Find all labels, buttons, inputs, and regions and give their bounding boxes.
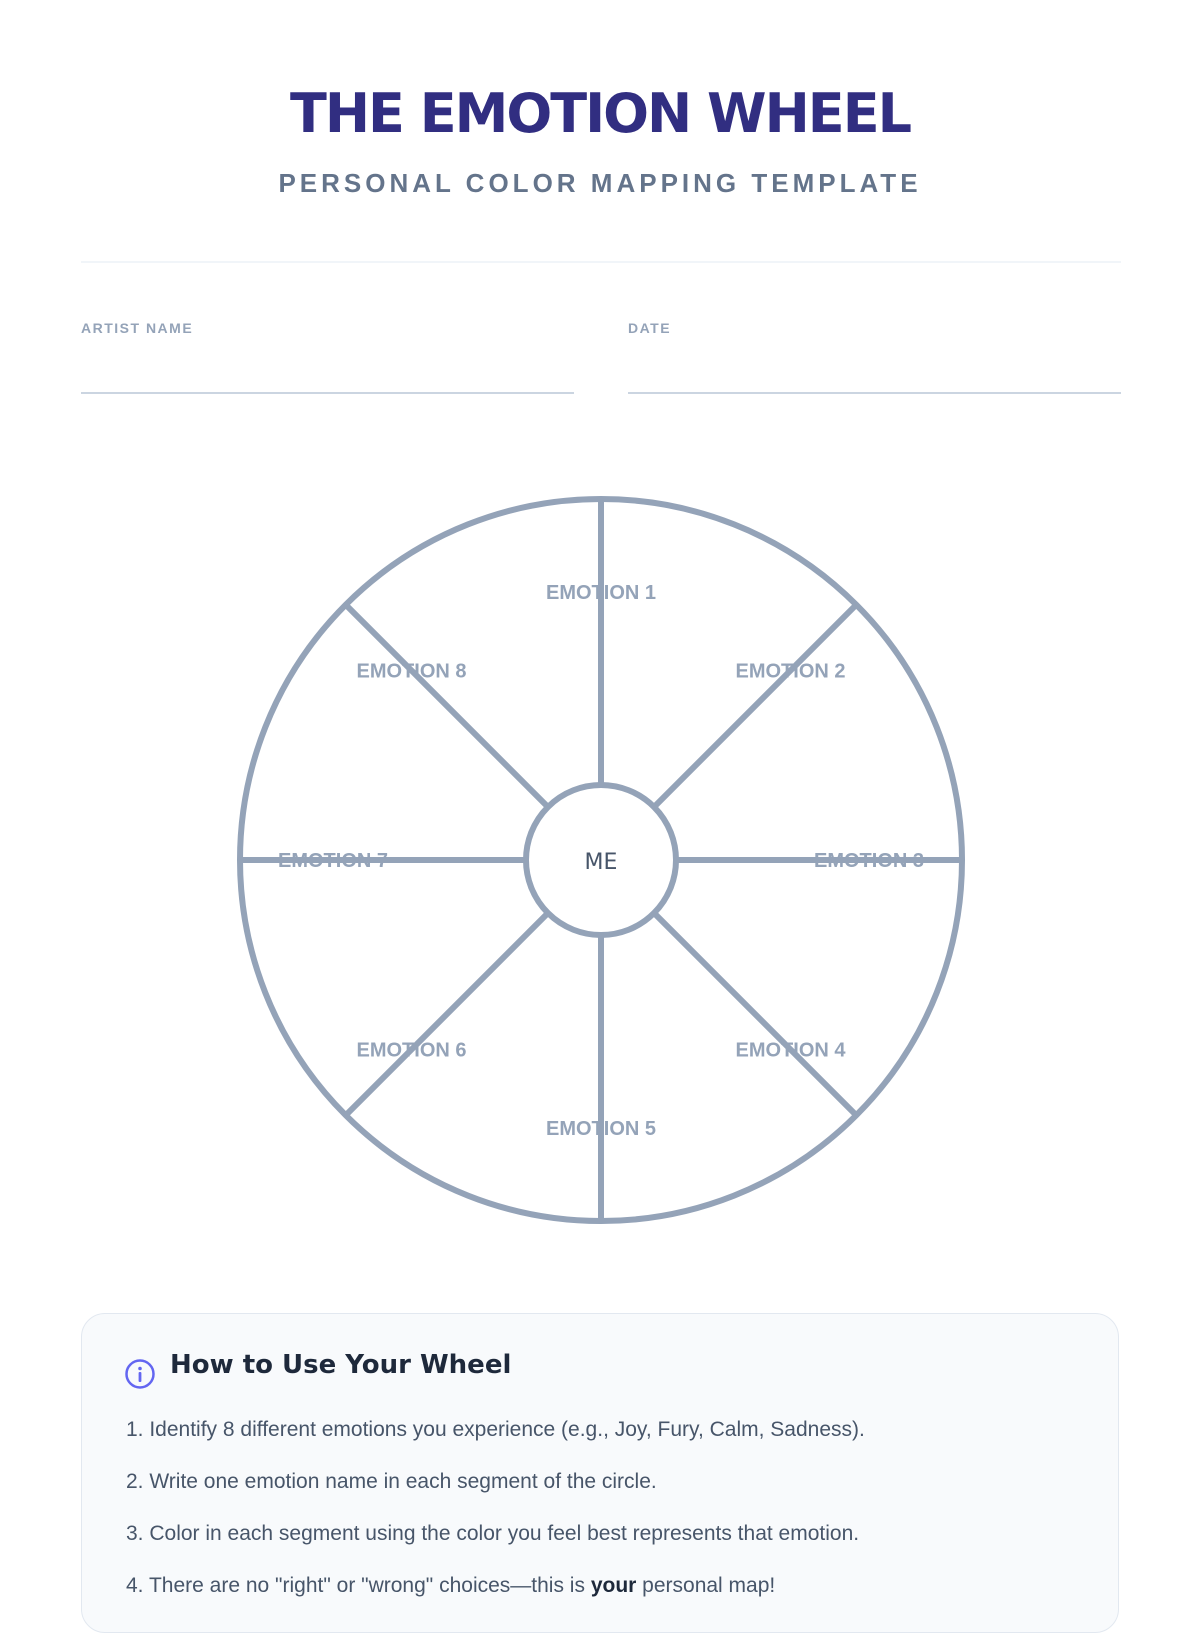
segment-label-8[interactable]: EMOTION 8	[356, 660, 466, 682]
instruction-step: 2. Write one emotion name in each segmen…	[126, 1470, 657, 1493]
segment-label-6[interactable]: EMOTION 6	[356, 1040, 466, 1062]
segment-label-1[interactable]: EMOTION 1	[546, 582, 656, 604]
step-text: personal map!	[636, 1574, 776, 1597]
wheel-divider-line	[343, 910, 551, 1118]
emotion-wheel: EMOTION 1 EMOTION 2 EMOTION 3 EMOTION 4 EMOT…	[237, 496, 965, 1224]
instructions-title: How to Use Your Wheel	[170, 1350, 512, 1380]
info-icon	[125, 1359, 155, 1389]
instructions-list: 1. Identify 8 different emotions you exp…	[126, 1404, 865, 1612]
segment-label-3[interactable]: EMOTION 3	[814, 850, 924, 872]
instruction-step: 4. There are no "right" or "wrong" choic…	[126, 1560, 865, 1612]
page-title: THE EMOTION WHEEL	[289, 82, 912, 145]
wheel-divider-line	[651, 910, 859, 1118]
instruction-step: 3. Color in each segment using the color…	[126, 1522, 860, 1545]
date-line[interactable]	[628, 392, 1121, 394]
wheel-divider-line	[343, 602, 551, 810]
artist-name-label: ARTIST NAME	[81, 320, 194, 336]
center-label: ME	[585, 850, 618, 875]
divider	[81, 261, 1121, 263]
instructions-card: How to Use Your Wheel 1. Identify 8 diff…	[81, 1313, 1119, 1633]
step-text: 4. There are no "right" or "wrong" choic…	[126, 1574, 591, 1597]
date-field[interactable]: DATE	[628, 320, 1121, 394]
wheel-divider-line	[651, 602, 859, 810]
segment-label-7[interactable]: EMOTION 7	[278, 850, 388, 872]
date-label: DATE	[628, 320, 672, 336]
segment-label-5[interactable]: EMOTION 5	[546, 1118, 656, 1140]
instruction-step: 1. Identify 8 different emotions you exp…	[126, 1418, 865, 1441]
page-subtitle: PERSONAL COLOR MAPPING TEMPLATE	[278, 168, 922, 198]
step-emphasis: your	[590, 1574, 637, 1597]
artist-name-field[interactable]: ARTIST NAME	[81, 320, 574, 394]
center-circle	[523, 782, 679, 938]
artist-name-line[interactable]	[81, 392, 574, 394]
segment-label-4[interactable]: EMOTION 4	[735, 1040, 846, 1062]
segment-label-2[interactable]: EMOTION 2	[735, 660, 845, 682]
